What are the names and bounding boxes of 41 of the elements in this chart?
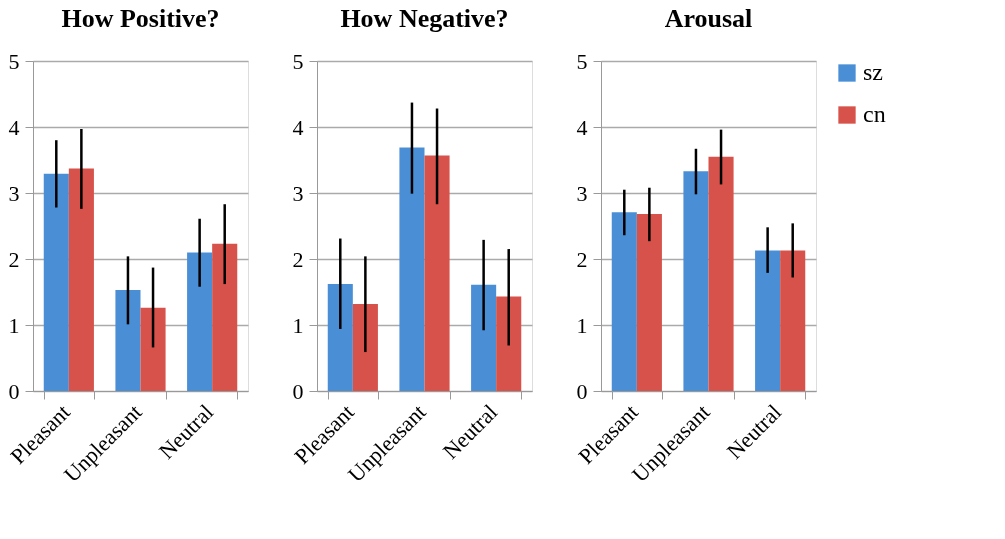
bar	[755, 250, 781, 391]
bar	[68, 168, 94, 391]
bar	[187, 252, 213, 391]
bar	[399, 147, 425, 391]
y-tick-label: 1	[292, 312, 304, 338]
y-tick-label: 0	[576, 378, 588, 404]
legend-label: sz	[863, 59, 883, 85]
y-tick-label: 5	[292, 48, 304, 74]
y-tick-label: 2	[292, 246, 304, 272]
bar	[708, 156, 734, 391]
bar	[115, 290, 141, 391]
bar	[327, 284, 353, 391]
bar	[683, 171, 709, 391]
bar	[611, 212, 637, 391]
y-tick-label: 3	[292, 180, 304, 206]
chart-title: Arousal	[664, 4, 753, 33]
y-tick-label: 3	[8, 180, 20, 206]
bar	[352, 303, 378, 391]
y-tick-label: 4	[576, 114, 588, 140]
y-tick-label: 5	[8, 48, 20, 74]
bar	[424, 155, 450, 391]
bar	[496, 296, 522, 391]
legend-label: cn	[863, 101, 886, 127]
y-tick-label: 1	[576, 312, 588, 338]
y-tick-label: 1	[8, 312, 20, 338]
y-tick-label: 2	[576, 246, 588, 272]
bar	[636, 214, 662, 391]
y-tick-label: 0	[292, 378, 304, 404]
chart-title: How Negative?	[340, 4, 509, 33]
bar	[780, 250, 806, 391]
bar	[471, 284, 497, 391]
chart-title: How Positive?	[61, 4, 220, 33]
y-tick-label: 3	[576, 180, 588, 206]
y-tick-label: 2	[8, 246, 20, 272]
y-tick-label: 4	[292, 114, 304, 140]
bar	[212, 243, 238, 391]
y-tick-label: 0	[8, 378, 20, 404]
bar	[43, 173, 69, 391]
y-tick-label: 5	[576, 48, 588, 74]
y-tick-label: 4	[8, 114, 20, 140]
bar	[140, 307, 166, 391]
